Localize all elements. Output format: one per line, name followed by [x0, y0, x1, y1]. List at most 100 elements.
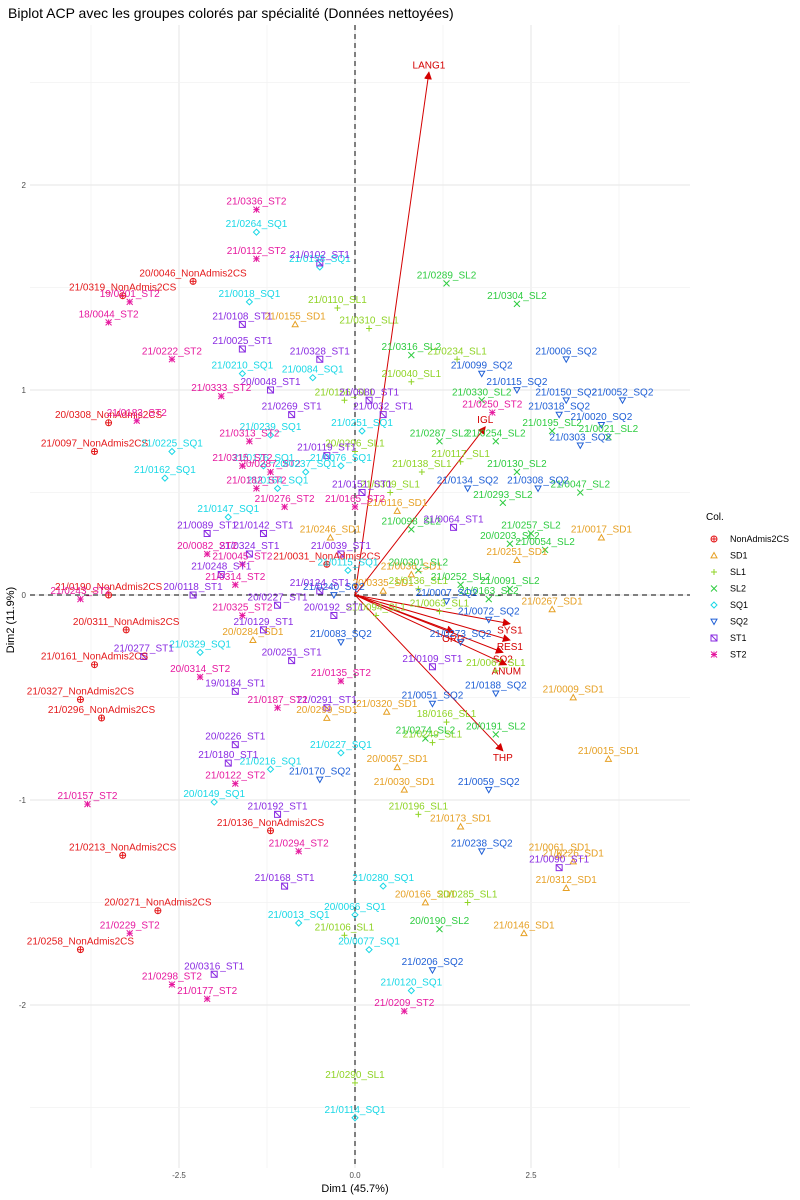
data-point — [454, 356, 461, 363]
point-label: 21/0251_SD1 — [486, 547, 548, 558]
data-point — [513, 468, 521, 476]
point-label: 21/0269_ST1 — [262, 402, 322, 413]
point-label: 21/0293_SL2 — [473, 490, 533, 501]
data-point — [288, 411, 296, 419]
data-point — [126, 298, 134, 306]
point-label: 21/0161_NonAdmis2CS — [41, 652, 149, 663]
data-point — [341, 397, 348, 404]
data-point — [428, 700, 437, 708]
data-point — [488, 409, 496, 416]
point-label: 21/0206_SQ2 — [402, 957, 464, 968]
point-label: 21/0083_SQ2 — [310, 629, 372, 640]
legend-key — [710, 535, 718, 543]
data-point — [316, 259, 324, 267]
data-point — [358, 427, 366, 435]
point-label: 21/0063_SL1 — [410, 598, 470, 609]
point-label: 21/0102_ST1 — [290, 250, 350, 261]
point-label: 21/0190_NonAdmis2CS — [55, 582, 163, 593]
point-label: 21/0030_SD1 — [374, 777, 436, 788]
point-label: 20/0077_SQ1 — [338, 937, 400, 948]
point-label: 21/0032_ST1 — [353, 402, 413, 413]
point-label: 21/0099_SQ2 — [451, 361, 513, 372]
point-label: 21/0136_SL1 — [389, 576, 449, 587]
variable-label: ANUM — [492, 667, 521, 678]
data-point — [436, 925, 443, 933]
point-label: 21/0290_SL1 — [325, 1070, 385, 1081]
point-label: 21/0313_ST2 — [219, 428, 279, 439]
data-point — [266, 431, 275, 439]
point-label: 20/0082_ST2 — [177, 541, 237, 552]
data-point — [555, 864, 563, 872]
data-point — [323, 560, 331, 568]
data-point — [154, 907, 162, 915]
point-label: 21/0325_ST2 — [212, 603, 272, 614]
data-point — [415, 567, 422, 574]
data-point — [382, 707, 391, 715]
y-tick-label: 0 — [22, 591, 27, 600]
data-point — [323, 704, 331, 712]
data-point — [597, 533, 606, 541]
point-label: 21/0280_SQ1 — [352, 873, 414, 884]
point-label: 21/0320_SD1 — [356, 699, 418, 710]
point-label: 21/0258_NonAdmis2CS — [27, 937, 135, 948]
data-point — [492, 437, 500, 445]
point-label: 21/0009_SD1 — [543, 685, 605, 696]
point-label: 20/0271_NonAdmis2CS — [104, 898, 212, 909]
data-point — [341, 932, 348, 939]
point-label: 21/0109_ST1 — [402, 654, 462, 665]
point-label: 21/0308_SQ2 — [507, 475, 569, 486]
point-label: 21/0122_ST2 — [205, 771, 265, 782]
variable-arrow — [354, 594, 511, 642]
point-label: 21/0017_SD1 — [571, 525, 633, 536]
point-label: 20/0311_NonAdmis2CS — [73, 617, 180, 628]
data-point — [393, 506, 402, 514]
point-label: 21/0316_SL2 — [382, 342, 442, 353]
point-label: 21/0158_SQ1 — [289, 254, 351, 265]
data-point — [231, 741, 239, 749]
point-label: 20/0226_ST1 — [205, 732, 265, 743]
data-point — [352, 1079, 358, 1086]
point-label: 21/0021_SL2 — [579, 424, 639, 435]
point-label: 21/0045_ST2 — [212, 551, 272, 562]
point-label: 21/0227_SQ1 — [310, 740, 372, 751]
point-label: 21/0119_ST1 — [297, 443, 357, 454]
data-point — [436, 437, 443, 445]
data-point — [569, 857, 578, 865]
data-point — [76, 946, 84, 954]
point-label: 21/0120_SQ1 — [380, 978, 442, 989]
data-point — [119, 292, 127, 300]
x-tick-label: 2.5 — [525, 1171, 537, 1180]
chart-title: Biplot ACP avec les groupes colorés par … — [8, 5, 454, 21]
point-label: 21/0248_ST1 — [191, 562, 251, 573]
y-tick-label: 2 — [22, 181, 27, 190]
data-point — [429, 739, 436, 746]
data-point — [231, 687, 239, 695]
point-label: 21/0084_SQ1 — [282, 365, 344, 376]
data-point — [344, 566, 352, 575]
data-point — [203, 550, 211, 558]
data-point — [330, 592, 338, 600]
point-label: 21/0327_NonAdmis2CS — [27, 687, 135, 698]
point-label: 20/0237_SQ1 — [275, 459, 337, 470]
point-label: 21/0076_SQ1 — [310, 453, 372, 464]
point-label: 20/0118_ST1 — [163, 582, 223, 593]
point-label: 21/0187_ST2 — [248, 695, 308, 706]
data-point — [576, 442, 585, 450]
data-point — [274, 704, 281, 712]
data-point — [84, 800, 91, 808]
point-label: 20/0057_SD1 — [367, 754, 429, 765]
legend-entry: NonAdmis2CS — [730, 534, 789, 544]
point-label: 21/0273_SQ2 — [430, 629, 492, 640]
data-point — [456, 639, 465, 647]
data-point — [189, 591, 197, 599]
data-point — [506, 540, 514, 548]
data-point — [334, 305, 341, 311]
point-label: 21/0142_ST1 — [233, 521, 293, 532]
point-label: 20/0316_ST1 — [184, 961, 244, 972]
point-label: 21/0168_ST1 — [255, 873, 315, 884]
data-point — [463, 485, 472, 493]
legend-key — [710, 585, 718, 592]
data-point — [294, 919, 303, 927]
data-point — [534, 485, 542, 493]
data-point — [520, 929, 528, 937]
